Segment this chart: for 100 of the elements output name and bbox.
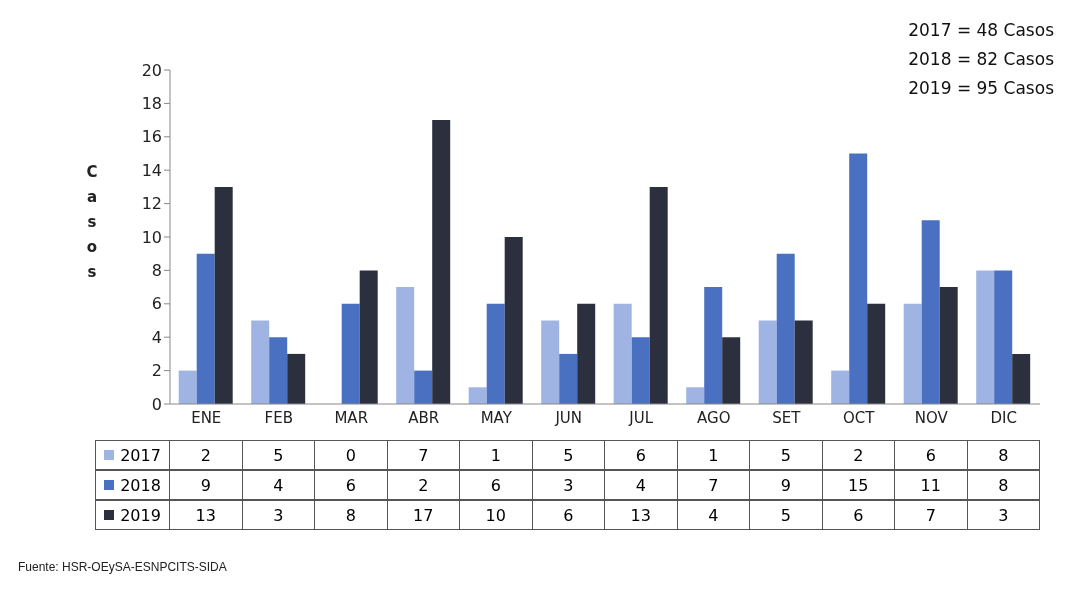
bar — [686, 387, 705, 404]
bar — [559, 353, 578, 404]
x-tick-label: ENE — [191, 408, 222, 427]
bar — [341, 303, 360, 404]
y-tick-label: 14 — [141, 160, 162, 180]
y-tick-label: 12 — [141, 194, 162, 214]
x-tick-label: ABR — [408, 408, 440, 427]
x-tick-label: MAY — [480, 408, 513, 427]
x-tick-label: SET — [772, 408, 802, 427]
data-label: 3 — [242, 500, 315, 530]
bar — [287, 353, 306, 404]
bar — [269, 337, 288, 404]
data-label: 2 — [387, 470, 460, 500]
data-label: 6 — [895, 440, 968, 470]
data-label: 5 — [532, 440, 605, 470]
legend-label: 2017 — [120, 445, 161, 465]
bar — [704, 287, 723, 404]
data-label: 10 — [460, 500, 533, 530]
data-label: 9 — [750, 470, 823, 500]
x-tick-label: AGO — [697, 408, 731, 427]
text: 2017 = 48 Casos — [908, 19, 1054, 42]
data-label: 7 — [387, 440, 460, 470]
bar — [794, 320, 813, 404]
y-tick-label: 0 — [151, 394, 162, 414]
bar — [1012, 353, 1031, 404]
bar — [541, 320, 560, 404]
data-label: 2 — [170, 440, 243, 470]
y-tick-label: 6 — [151, 294, 162, 314]
data-label: 8 — [967, 440, 1040, 470]
bar — [776, 253, 795, 404]
x-tick-label: OCT — [843, 408, 876, 427]
data-label: 5 — [242, 440, 315, 470]
data-label: 3 — [967, 500, 1040, 530]
bar — [976, 270, 995, 404]
data-label: 5 — [750, 440, 823, 470]
data-label: 4 — [605, 470, 678, 500]
data-label: 8 — [315, 500, 388, 530]
data-label: 6 — [315, 470, 388, 500]
bar — [758, 320, 777, 404]
bar — [577, 303, 596, 404]
data-label: 7 — [677, 470, 750, 500]
bar — [359, 270, 378, 404]
bar — [631, 337, 650, 404]
y-tick-label: 18 — [141, 94, 162, 114]
data-label: 8 — [967, 470, 1040, 500]
bar — [468, 387, 487, 404]
bar — [178, 370, 197, 404]
y-tick-label: 10 — [141, 227, 162, 247]
legend-label: 2018 — [120, 475, 161, 495]
data-label: 17 — [387, 500, 460, 530]
bar — [414, 370, 433, 404]
data-label: 6 — [460, 470, 533, 500]
data-label: 11 — [895, 470, 968, 500]
y-tick-label: 8 — [151, 261, 162, 281]
data-label: 1 — [677, 440, 750, 470]
source-note: Fuente: HSR-OEySA-ESNPCITS-SIDA — [18, 560, 227, 574]
x-tick-label: JUL — [628, 408, 654, 427]
x-tick-label: MAR — [334, 408, 369, 427]
bar — [849, 153, 868, 404]
data-label: 3 — [532, 470, 605, 500]
bar — [214, 186, 233, 404]
bar — [939, 287, 958, 404]
bar — [486, 303, 505, 404]
x-tick-label: NOV — [914, 408, 949, 427]
data-label: 15 — [822, 470, 895, 500]
bar — [994, 270, 1013, 404]
annotation: 2019 = 95 Casos — [908, 77, 1054, 100]
data-label: 6 — [605, 440, 678, 470]
data-label: 1 — [460, 440, 533, 470]
y-tick-label: 20 — [141, 60, 162, 80]
bar — [504, 237, 523, 404]
data-label: 6 — [532, 500, 605, 530]
y-tick-label: 16 — [141, 127, 162, 147]
x-tick-label: JUN — [554, 408, 583, 427]
bar — [722, 337, 741, 404]
data-label: 0 — [315, 440, 388, 470]
bar — [831, 370, 850, 404]
bar — [396, 287, 415, 404]
data-label: 4 — [677, 500, 750, 530]
y-tick-label: 4 — [151, 327, 162, 347]
x-tick-label: DIC — [990, 408, 1017, 427]
data-label: 9 — [170, 470, 243, 500]
bar — [649, 186, 668, 404]
bar — [613, 303, 632, 404]
bar — [903, 303, 922, 404]
data-label: 13 — [605, 500, 678, 530]
x-tick-label: FEB — [264, 408, 293, 427]
bar — [432, 120, 451, 404]
bar — [196, 253, 215, 404]
data-label: 4 — [242, 470, 315, 500]
data-label: 7 — [895, 500, 968, 530]
y-axis-title: Casos — [86, 162, 98, 283]
bar — [921, 220, 940, 404]
legend-label: 2019 — [120, 505, 161, 525]
bar — [867, 303, 886, 404]
data-label: 13 — [170, 500, 243, 530]
y-tick-label: 2 — [151, 361, 162, 381]
data-label: 2 — [822, 440, 895, 470]
text: 2018 = 82 Casos — [908, 48, 1054, 71]
bar — [251, 320, 270, 404]
